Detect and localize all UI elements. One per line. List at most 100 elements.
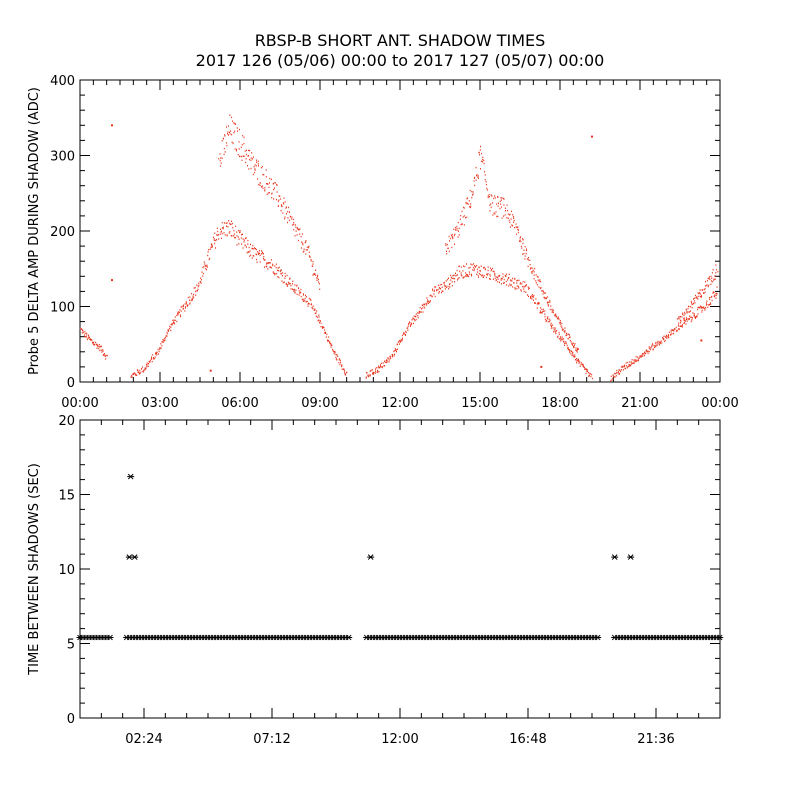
data-point	[280, 205, 282, 207]
data-point	[284, 275, 286, 277]
data-point	[367, 374, 369, 376]
data-point	[174, 316, 176, 318]
data-point	[285, 282, 287, 285]
data-point	[447, 278, 449, 281]
data-point	[499, 274, 501, 277]
data-point	[189, 303, 191, 305]
data-point	[440, 287, 442, 290]
data-point	[241, 144, 243, 146]
data-point	[257, 178, 259, 180]
data-point	[191, 298, 193, 300]
data-point	[550, 327, 552, 329]
data-point	[510, 280, 512, 282]
data-point	[535, 280, 537, 282]
data-point	[299, 233, 301, 235]
data-point	[465, 275, 466, 277]
data-point	[162, 341, 164, 343]
data-point	[220, 230, 222, 232]
data-point	[453, 274, 455, 276]
data-point	[224, 234, 226, 236]
data-point	[240, 237, 242, 239]
data-point	[223, 222, 225, 224]
data-point	[519, 283, 521, 285]
data-point	[315, 315, 317, 317]
data-point	[421, 304, 423, 306]
data-point	[472, 193, 474, 195]
data-point	[305, 296, 307, 298]
data-point	[403, 332, 405, 334]
data-point	[500, 283, 502, 285]
data-point	[518, 279, 520, 282]
data-point	[433, 293, 435, 295]
data-point	[627, 554, 635, 560]
data-point	[612, 378, 614, 380]
data-point	[550, 324, 552, 327]
data-point	[620, 370, 622, 373]
data-point	[95, 341, 97, 344]
data-point	[251, 247, 253, 250]
data-point	[700, 293, 702, 295]
data-point	[317, 274, 319, 277]
data-point	[467, 275, 469, 277]
data-point	[708, 277, 710, 280]
data-point	[506, 204, 508, 206]
data-point	[315, 312, 317, 314]
data-point	[576, 351, 578, 353]
data-point	[645, 350, 647, 352]
data-point	[483, 162, 485, 165]
data-point	[180, 315, 182, 318]
data-point	[449, 286, 451, 288]
data-point	[479, 149, 481, 151]
data-point	[390, 357, 392, 360]
data-point	[711, 295, 713, 298]
data-point	[366, 371, 368, 374]
data-point	[208, 258, 210, 261]
data-point	[266, 262, 268, 264]
data-point	[678, 317, 680, 319]
data-point	[631, 362, 633, 365]
data-point	[281, 205, 283, 208]
data-point	[661, 342, 663, 344]
data-point	[195, 290, 197, 293]
data-point	[263, 266, 265, 268]
data-point	[303, 248, 305, 250]
data-point	[546, 319, 548, 322]
data-point	[289, 211, 290, 213]
data-point	[238, 148, 240, 150]
data-point	[286, 285, 288, 287]
data-point	[279, 195, 281, 197]
data-point	[528, 295, 529, 298]
data-point	[562, 329, 564, 331]
data-point	[456, 229, 458, 232]
data-point	[257, 251, 259, 253]
data-point	[709, 302, 711, 304]
data-point	[223, 153, 225, 156]
data-point	[525, 284, 527, 286]
data-point	[222, 227, 223, 229]
data-point	[163, 340, 165, 342]
data-point	[615, 375, 617, 377]
data-point	[206, 268, 207, 271]
data-point	[460, 272, 462, 274]
data-point	[542, 293, 544, 295]
data-point	[244, 237, 246, 240]
data-point	[403, 333, 405, 335]
bottom-xtick-label: 12:00	[381, 732, 418, 747]
data-point	[638, 357, 640, 359]
data-point	[252, 244, 254, 247]
data-point	[472, 191, 474, 193]
data-point	[449, 240, 450, 242]
data-point	[314, 312, 316, 315]
data-point	[539, 312, 541, 314]
data-point	[293, 289, 295, 291]
data-point	[240, 146, 242, 149]
data-point	[522, 238, 524, 240]
data-point	[145, 367, 147, 369]
data-point	[557, 317, 559, 319]
data-point	[626, 366, 628, 368]
data-point	[460, 266, 462, 268]
data-point	[451, 277, 453, 280]
data-point	[664, 339, 666, 342]
data-point	[221, 233, 223, 235]
data-point	[565, 342, 567, 345]
